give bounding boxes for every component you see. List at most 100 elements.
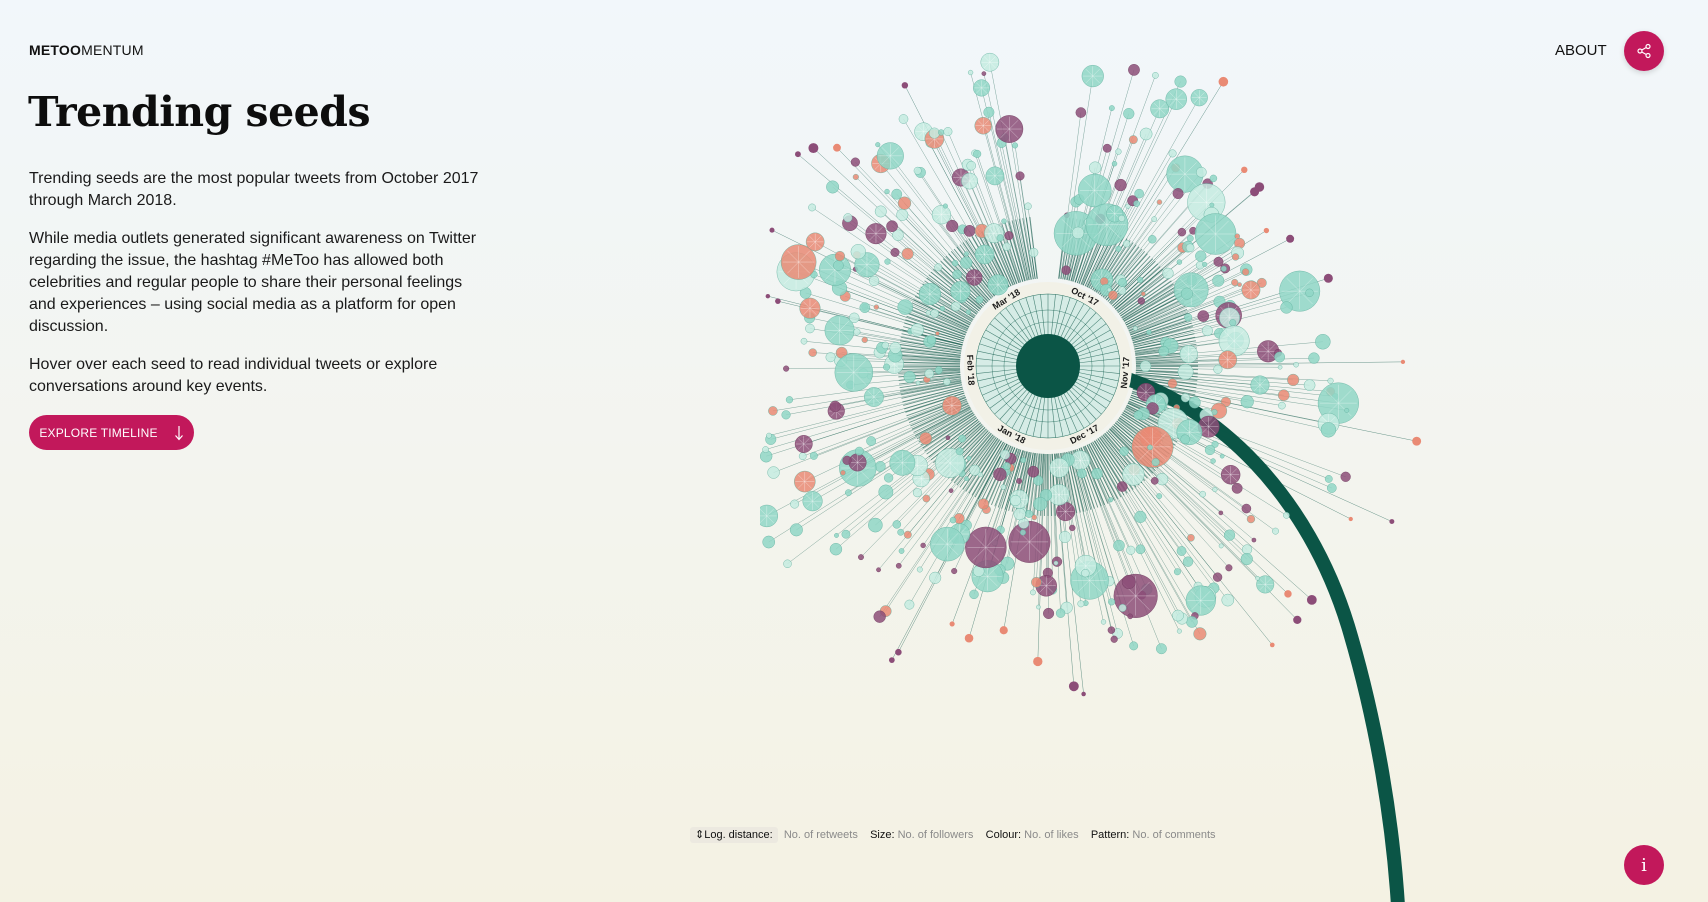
timeline-ring-spoke bbox=[979, 343, 1020, 358]
seed bbox=[1172, 609, 1184, 622]
timeline-ring-spoke bbox=[1077, 350, 1119, 361]
seed-stalk bbox=[1103, 433, 1135, 471]
seed-pattern-line bbox=[1059, 461, 1066, 468]
seed-pattern-line bbox=[923, 125, 930, 132]
seed bbox=[1137, 297, 1145, 305]
seed-pattern-line bbox=[1085, 558, 1093, 567]
seed-pattern-line bbox=[987, 576, 998, 587]
inner-stalk bbox=[922, 413, 975, 449]
seed-pattern-line bbox=[1176, 92, 1184, 100]
seed-pattern-line bbox=[858, 264, 868, 273]
timeline-ring-spoke bbox=[1059, 300, 1078, 339]
timeline-ring-spoke bbox=[1018, 393, 1037, 432]
timeline-ring-spoke bbox=[1076, 374, 1117, 389]
seed bbox=[1019, 529, 1026, 536]
seed bbox=[884, 188, 890, 195]
seed-pattern-line bbox=[1259, 384, 1266, 392]
explore-timeline-button[interactable]: EXPLORE TIMELINE bbox=[29, 415, 194, 450]
seed bbox=[1280, 301, 1293, 314]
timeline-ring-spoke bbox=[1005, 390, 1031, 425]
inner-stalk bbox=[971, 441, 1004, 496]
inner-stalk bbox=[1126, 299, 1183, 328]
seed-pattern-line bbox=[940, 462, 951, 473]
seed bbox=[762, 535, 776, 549]
legend-colour-swatch-1 bbox=[987, 847, 1003, 863]
seed bbox=[949, 516, 957, 524]
seed-pattern-line bbox=[947, 533, 959, 545]
seed-pattern-line bbox=[987, 233, 995, 240]
inner-stalk bbox=[1124, 292, 1180, 324]
seed bbox=[934, 366, 943, 375]
inner-stalk bbox=[899, 343, 961, 354]
seed-stalk bbox=[1133, 322, 1233, 347]
seed bbox=[1293, 361, 1299, 368]
inner-stalk bbox=[1121, 283, 1174, 319]
seed-pattern-line bbox=[1244, 284, 1252, 291]
seed bbox=[981, 71, 987, 76]
seed-pattern-line bbox=[928, 138, 935, 146]
legend-pattern-mark-4 bbox=[1177, 847, 1193, 863]
seed bbox=[1180, 434, 1191, 445]
seed-pattern-line bbox=[922, 287, 931, 295]
seed bbox=[1150, 477, 1159, 485]
explore-timeline-label: EXPLORE TIMELINE bbox=[39, 425, 158, 440]
seed bbox=[1108, 105, 1115, 111]
seed bbox=[1137, 276, 1144, 283]
about-link[interactable]: ABOUT bbox=[1555, 42, 1607, 59]
brand-logo[interactable]: METOOMENTUM bbox=[29, 42, 144, 58]
seed bbox=[1133, 410, 1143, 420]
seed-pattern-line bbox=[1184, 173, 1197, 186]
seed-stalk bbox=[1135, 359, 1228, 364]
seed-pattern-line bbox=[1201, 426, 1209, 434]
seed-stalk bbox=[947, 131, 1014, 286]
seed-pattern-line bbox=[978, 248, 985, 255]
seed-pattern-line bbox=[1114, 208, 1121, 214]
seed bbox=[883, 363, 890, 371]
share-button[interactable] bbox=[1624, 31, 1664, 71]
seed bbox=[1240, 395, 1254, 409]
seed-cloud[interactable] bbox=[760, 52, 1422, 697]
seed bbox=[883, 473, 894, 483]
seed bbox=[1091, 468, 1103, 480]
seed bbox=[1254, 182, 1265, 192]
seed bbox=[1081, 691, 1086, 697]
seed bbox=[1108, 497, 1114, 503]
seed-pattern-line bbox=[983, 62, 990, 69]
seed-pattern-line bbox=[760, 508, 767, 517]
seed-pattern-line bbox=[1145, 386, 1152, 393]
seed bbox=[1324, 475, 1333, 483]
seed-pattern-line bbox=[812, 501, 819, 508]
seed-stalk bbox=[1114, 246, 1189, 310]
inner-stalk bbox=[1135, 378, 1197, 389]
seed-stalk bbox=[804, 403, 969, 482]
seed-stalk bbox=[1046, 453, 1048, 586]
seed-pattern-line bbox=[1299, 278, 1313, 292]
seed-stalk bbox=[898, 436, 996, 566]
seed bbox=[901, 82, 909, 89]
seed bbox=[1156, 493, 1163, 500]
seed-pattern-line bbox=[787, 261, 799, 274]
seed bbox=[1158, 346, 1169, 357]
seed bbox=[1125, 203, 1131, 209]
seed-pattern-line bbox=[1046, 585, 1054, 593]
seed bbox=[955, 447, 964, 456]
seed-pattern-line bbox=[1221, 353, 1228, 360]
seed-pattern-line bbox=[869, 233, 877, 241]
inner-stalk bbox=[898, 367, 961, 371]
seed-stalk bbox=[869, 371, 961, 377]
seed-pattern-line bbox=[815, 241, 822, 248]
seed-pattern-line bbox=[936, 543, 948, 556]
seed-stalk bbox=[1128, 282, 1235, 331]
legend-size-value: No. of followers bbox=[897, 829, 974, 841]
seed bbox=[1400, 359, 1406, 365]
inner-stalk bbox=[1088, 443, 1119, 500]
log-distance-toggle[interactable]: ⇕Log. distance: bbox=[690, 827, 778, 843]
seed-pattern-line bbox=[988, 169, 996, 177]
seed-pattern-line bbox=[1059, 467, 1066, 475]
seed-stalk bbox=[923, 131, 1007, 289]
seed bbox=[1012, 142, 1019, 149]
info-button[interactable]: i bbox=[1624, 845, 1664, 885]
seed bbox=[1133, 200, 1140, 207]
seed-stalk bbox=[1028, 453, 1038, 514]
